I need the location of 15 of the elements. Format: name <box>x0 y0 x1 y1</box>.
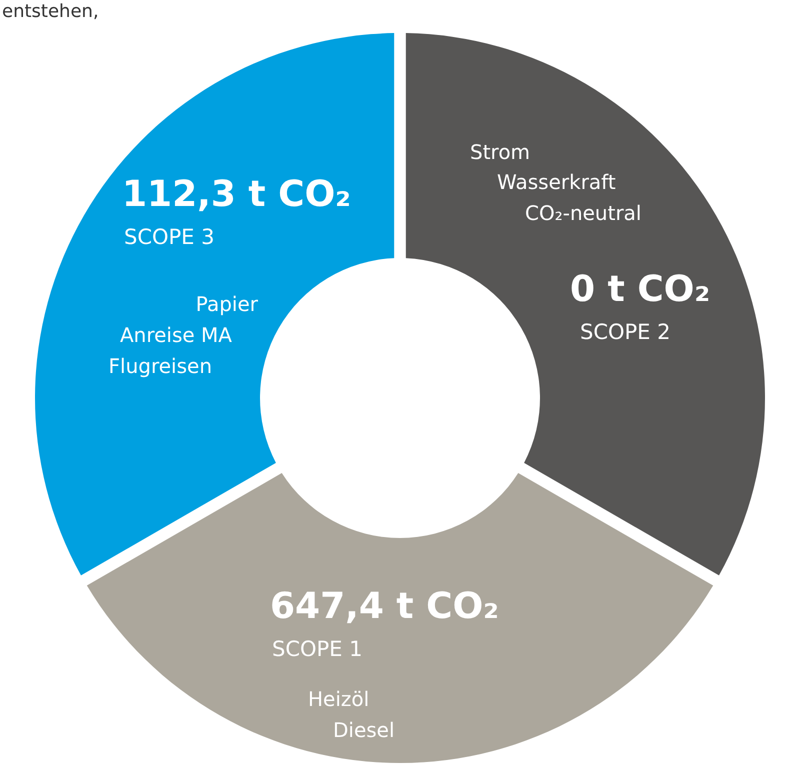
text: CO₂-neutral <box>525 201 642 225</box>
category-label: SCOPE 1 <box>272 637 362 661</box>
category-label: SCOPE 2 <box>580 320 670 344</box>
text: Flugreisen <box>108 354 212 378</box>
text: Papier <box>196 292 259 316</box>
data-label: 0 t CO₂ <box>570 269 710 310</box>
text: Wasserkraft <box>497 170 616 194</box>
text: Diesel <box>333 718 395 742</box>
category-label: SCOPE 3 <box>124 225 214 249</box>
text: entstehen, <box>2 1 99 22</box>
text: Strom <box>470 140 530 164</box>
data-label: 112,3 t CO₂ <box>122 174 351 215</box>
text: Anreise MA <box>120 323 232 347</box>
text: Heizöl <box>308 687 370 711</box>
data-label: 647,4 t CO₂ <box>270 586 499 627</box>
